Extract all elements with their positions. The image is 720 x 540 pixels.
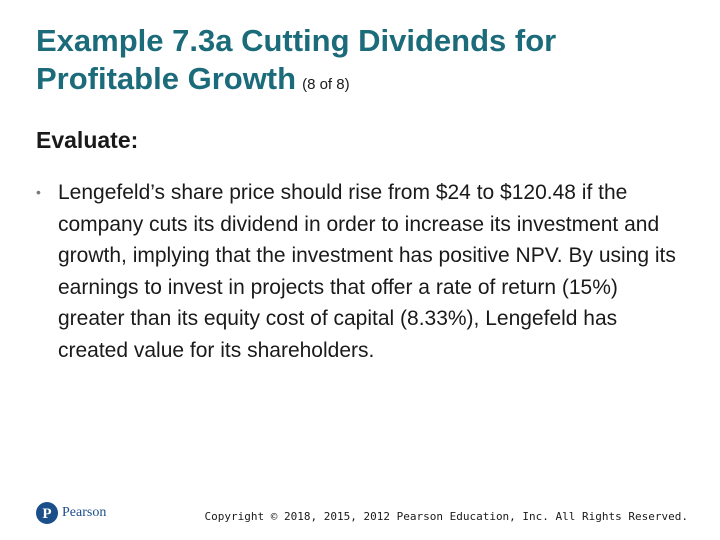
logo-text: Pearson <box>62 505 107 520</box>
slide-subtitle: (8 of 8) <box>302 76 350 93</box>
section-heading: Evaluate: <box>36 127 139 153</box>
bullet-item: • Lengefeld’s share price should rise fr… <box>36 177 686 366</box>
bullet-list: • Lengefeld’s share price should rise fr… <box>36 177 686 366</box>
pearson-logo: P Pearson <box>36 502 106 524</box>
bullet-icon: • <box>36 184 41 200</box>
bullet-text: Lengefeld’s share price should rise from… <box>58 181 676 362</box>
slide-title: Example 7.3a Cutting Dividends for Profi… <box>36 22 696 104</box>
copyright-notice: Copyright © 2018, 2015, 2012 Pearson Edu… <box>204 510 688 523</box>
svg-text:P: P <box>42 506 51 522</box>
pearson-logo-icon: P <box>36 502 58 524</box>
slide-title-text: Example 7.3a Cutting Dividends for Profi… <box>36 23 557 96</box>
